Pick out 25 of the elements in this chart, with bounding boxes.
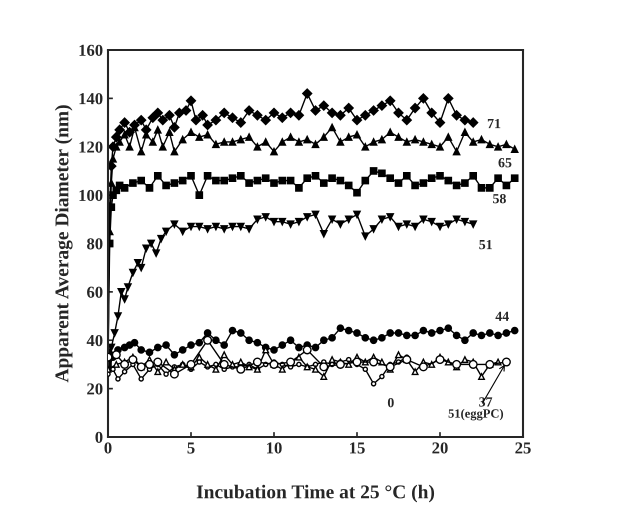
y-axis-title: Apparent Average Diameter (nm) bbox=[54, 105, 73, 382]
series-label: 58 bbox=[493, 194, 506, 204]
y-tick-label: 140 bbox=[79, 93, 103, 104]
series-label: 51 bbox=[479, 240, 492, 250]
series-label: 44 bbox=[495, 312, 509, 321]
x-axis-title: Incubation Time at 25 °C (h) bbox=[196, 484, 434, 502]
y-tick-label: 80 bbox=[87, 238, 103, 250]
y-tick-label: 40 bbox=[86, 334, 103, 346]
series-label: 37 bbox=[479, 397, 492, 407]
x-tick-label: 15 bbox=[350, 442, 365, 454]
x-tick-label: 0 bbox=[104, 442, 112, 454]
y-tick-label: 160 bbox=[79, 44, 103, 56]
series-label: 71 bbox=[488, 118, 500, 128]
series-label: 0 bbox=[388, 398, 394, 408]
series-label: 65 bbox=[498, 158, 512, 168]
x-tick-label: 25 bbox=[515, 442, 531, 454]
y-tick-label: 120 bbox=[79, 141, 103, 153]
x-tick-label: 20 bbox=[432, 442, 448, 454]
x-tick-label: 10 bbox=[267, 442, 282, 454]
text: 51(eggPC) bbox=[448, 408, 504, 420]
y-tick-label: 60 bbox=[87, 286, 103, 298]
x-tick-label: 5 bbox=[188, 442, 195, 454]
y-tick-label: 100 bbox=[79, 190, 103, 202]
y-tick-label: 0 bbox=[95, 432, 103, 443]
y-tick-label: 20 bbox=[87, 383, 103, 395]
